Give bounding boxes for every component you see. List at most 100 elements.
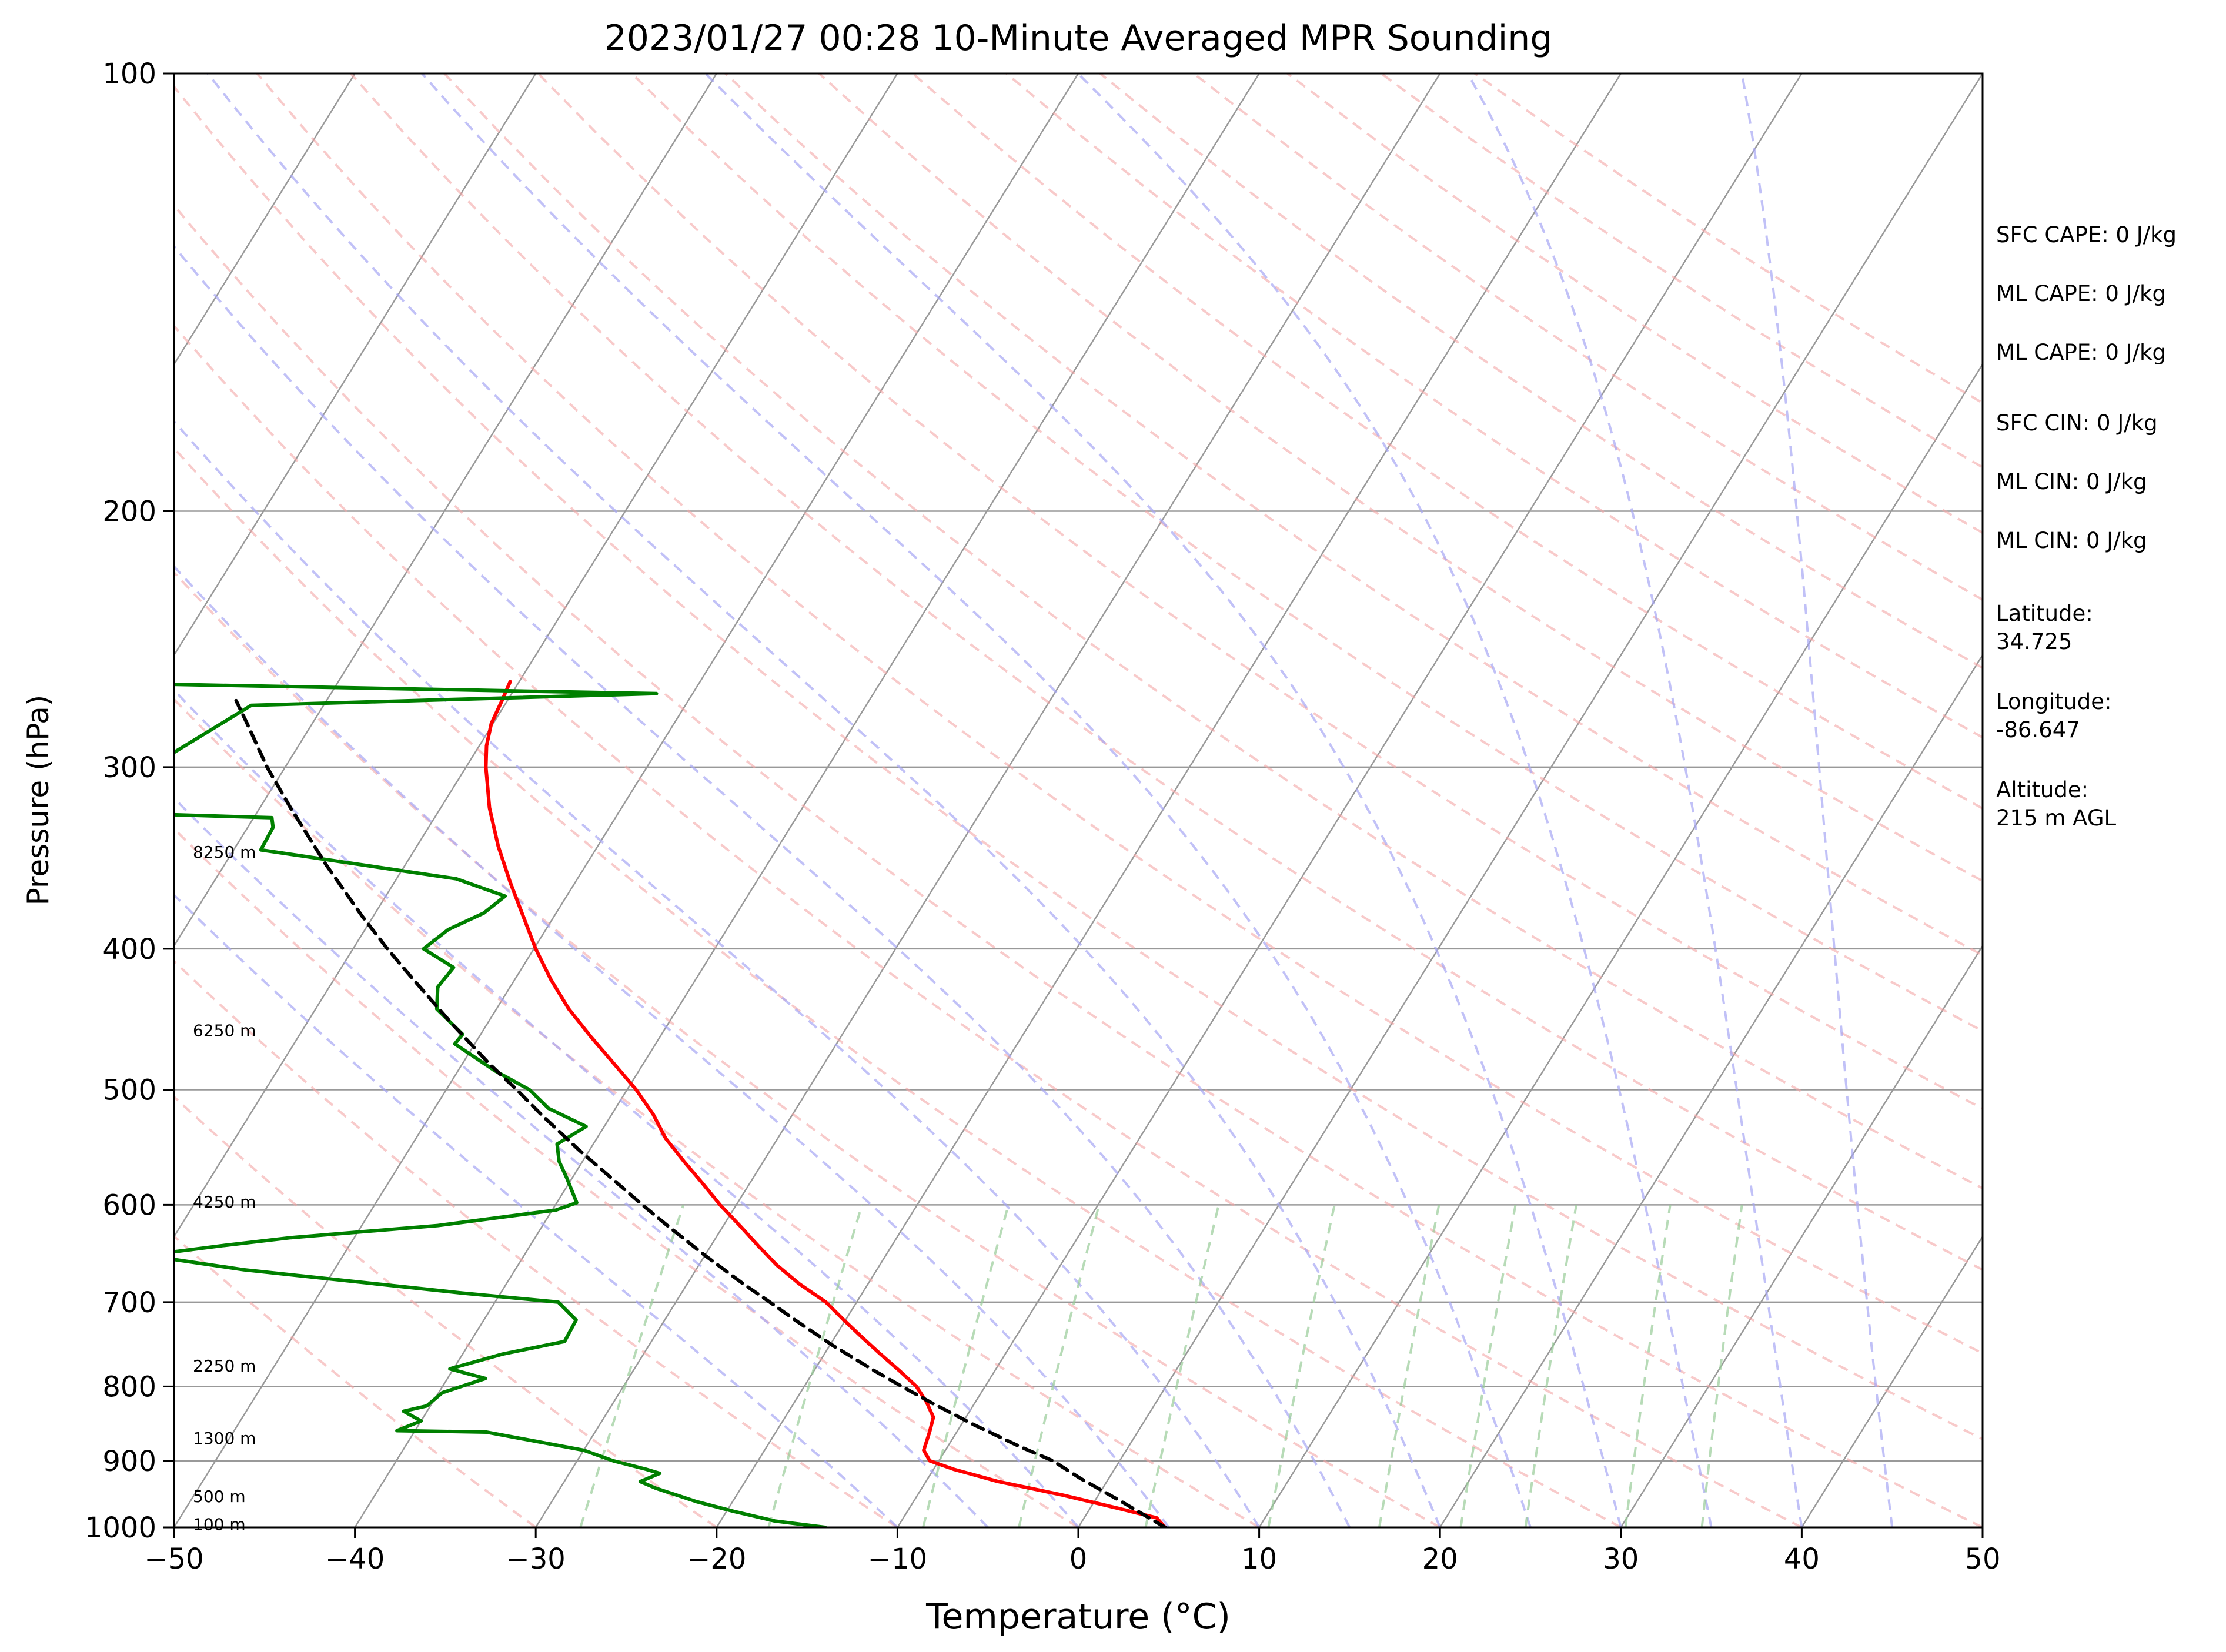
sfc-cape-text: SFC CAPE: 0 J/kg — [1996, 222, 2177, 248]
sfc-cin-text: SFC CIN: 0 J/kg — [1996, 410, 2158, 436]
mixing-ratio-line — [1018, 1204, 1101, 1527]
data-lines — [174, 680, 1167, 1527]
y-tick-label: 600 — [102, 1189, 156, 1222]
x-tick-label: 30 — [1603, 1543, 1639, 1576]
dry-adiabat-line — [256, 73, 1983, 1355]
x-tick-label: 50 — [1964, 1543, 2000, 1576]
dry-adiabat-line — [174, 203, 1983, 1527]
dry-adiabat-line — [174, 697, 1260, 1527]
dry-adiabat-line — [174, 571, 1441, 1527]
moist-adiabat-line — [174, 893, 898, 1527]
x-tick-label: 10 — [1241, 1543, 1277, 1576]
x-tick-label: −30 — [506, 1543, 566, 1576]
x-tick-label: −50 — [144, 1543, 203, 1576]
x-tick-label: 20 — [1422, 1543, 1458, 1576]
ml-cape-text-2: ML CAPE: 0 J/kg — [1996, 340, 2166, 365]
moist-adiabat-line — [421, 73, 1532, 1527]
isotherm-line — [1258, 363, 1983, 1527]
isotherm-line — [354, 73, 1260, 1527]
isotherm-line — [535, 73, 1441, 1527]
isotherm-line — [1620, 944, 1983, 1527]
y-tick-label: 1000 — [85, 1511, 156, 1544]
x-tick-label: 40 — [1784, 1543, 1820, 1576]
y-axis: 100 200 300 400 500 600 700 800 900 1000 — [85, 58, 174, 1544]
x-axis: −50 −40 −30 −20 −10 0 10 20 30 40 50 — [144, 1527, 2001, 1576]
x-tick-label: −20 — [687, 1543, 746, 1576]
isotherm-line — [897, 73, 1803, 1527]
y-tick-label: 400 — [102, 933, 156, 966]
moist-adiabat-line — [206, 73, 1442, 1527]
ml-cin-text: ML CIN: 0 J/kg — [1996, 469, 2147, 494]
height-label: 4250 m — [193, 1192, 256, 1212]
y-tick-label: 100 — [102, 58, 156, 91]
mixing-ratio-line — [1378, 1205, 1440, 1527]
moist-adiabat-line — [174, 796, 989, 1527]
y-tick-label: 300 — [102, 751, 156, 784]
height-label: 2250 m — [193, 1356, 256, 1376]
moist-adiabat-line — [1466, 73, 1803, 1527]
altitude-value: 215 m AGL — [1996, 805, 2117, 831]
y-tick-label: 700 — [102, 1286, 156, 1319]
y-axis-label: Pressure (hPa) — [21, 695, 55, 906]
moist-adiabat-line — [174, 419, 1261, 1527]
ml-cin-text-2: ML CIN: 0 J/kg — [1996, 528, 2147, 553]
isotherm-line — [1439, 653, 1983, 1527]
temperature-line — [484, 680, 1167, 1527]
isotherm-line — [174, 73, 717, 948]
mixing-ratio-line — [1524, 1205, 1577, 1527]
height-label: 500 m — [193, 1487, 246, 1506]
x-tick-label: 0 — [1069, 1543, 1088, 1576]
mixing-ratio-line — [1624, 1205, 1672, 1527]
moist-adiabat-line — [1077, 73, 1713, 1527]
mixing-ratio-line — [1700, 1205, 1743, 1527]
height-labels: 8250 m 6250 m 4250 m 2250 m 1300 m 500 m 100 m — [193, 842, 256, 1534]
isotherm-line — [174, 73, 1079, 1527]
ml-cape-text: ML CAPE: 0 J/kg — [1996, 281, 2166, 306]
longitude-value: -86.647 — [1996, 717, 2080, 743]
latitude-label: Latitude: — [1996, 601, 2093, 626]
height-label: 6250 m — [193, 1021, 256, 1040]
y-tick-label: 200 — [102, 495, 156, 528]
isotherm-line — [174, 73, 356, 366]
moist-adiabat-line — [1740, 73, 1894, 1527]
background-lines — [174, 73, 1983, 1527]
altitude-label: Altitude: — [1996, 777, 2089, 802]
dry-adiabat-line — [174, 324, 1803, 1527]
dry-adiabat-line — [174, 446, 1622, 1527]
x-tick-label: −10 — [868, 1543, 927, 1576]
dry-adiabat-line — [174, 827, 1079, 1527]
moist-adiabat-line — [174, 564, 1170, 1527]
mixing-ratio-line — [1267, 1204, 1336, 1527]
longitude-label: Longitude: — [1996, 689, 2112, 714]
moist-adiabat-line — [704, 73, 1622, 1527]
height-label: 1300 m — [193, 1429, 256, 1448]
isotherm-line — [174, 73, 537, 657]
height-label: 100 m — [193, 1515, 246, 1534]
isotherm-line — [174, 73, 898, 1238]
y-tick-label: 500 — [102, 1074, 156, 1107]
x-tick-label: −40 — [325, 1543, 385, 1576]
mixing-ratio-line — [1144, 1204, 1220, 1527]
y-tick-label: 900 — [102, 1445, 156, 1478]
y-tick-label: 800 — [102, 1370, 156, 1403]
height-label: 8250 m — [193, 842, 256, 862]
dry-adiabat-line — [174, 1095, 717, 1527]
latitude-value: 34.725 — [1996, 629, 2073, 654]
dewpoint-line — [174, 683, 827, 1527]
moist-adiabat-line — [174, 688, 1079, 1527]
chart-title: 2023/01/27 00:28 10-Minute Averaged MPR … — [604, 18, 1553, 59]
parcel-line — [234, 698, 1167, 1527]
dry-adiabat-line — [174, 85, 1983, 1441]
dry-adiabat-line — [350, 73, 1983, 1271]
x-axis-label: Temperature (°C) — [925, 1596, 1231, 1637]
isotherm-line — [1801, 1235, 1983, 1527]
isotherm-line — [1077, 73, 1983, 1527]
mixing-ratio-line — [922, 1204, 1010, 1527]
moist-adiabat-line — [174, 245, 1351, 1527]
isotherm-line — [716, 73, 1622, 1527]
mixing-ratio-line — [1459, 1205, 1517, 1527]
mixing-ratio-line — [579, 1204, 685, 1527]
mixing-ratio-line — [767, 1204, 864, 1527]
dry-adiabat-line — [174, 959, 898, 1527]
